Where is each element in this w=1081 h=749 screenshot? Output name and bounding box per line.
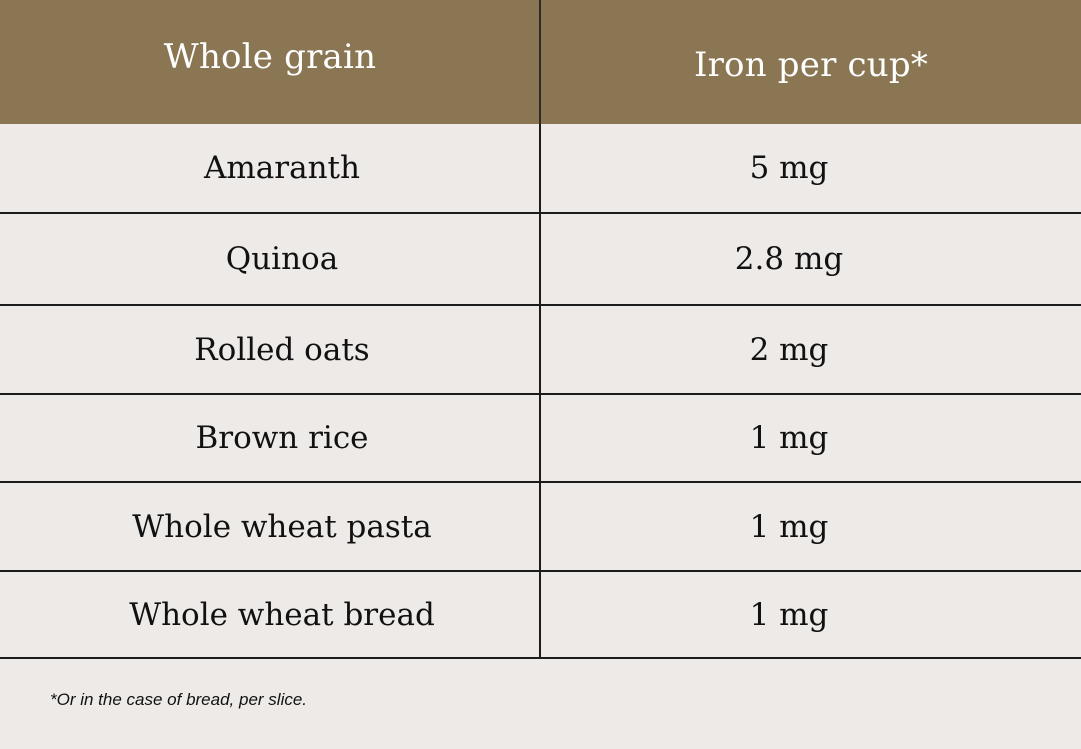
table-body: Amaranth 5 mg Quinoa 2.8 mg Rolled oats … <box>0 124 1081 659</box>
header-whole-grain: Whole grain <box>163 37 377 77</box>
grain-cell: Whole wheat pasta <box>132 508 432 545</box>
iron-cell: 5 mg <box>749 150 829 186</box>
iron-cell: 1 mg <box>749 420 829 456</box>
iron-table: Whole grain Iron per cup* Amaranth 5 mg … <box>0 0 1081 659</box>
table-row: Whole wheat bread 1 mg <box>0 572 1081 659</box>
table-row: Whole wheat pasta 1 mg <box>0 483 1081 572</box>
column-divider <box>539 124 541 657</box>
grain-cell: Rolled oats <box>194 331 370 368</box>
table-header: Whole grain Iron per cup* <box>0 0 1081 124</box>
iron-cell: 1 mg <box>749 596 829 633</box>
grain-cell: Brown rice <box>195 420 369 456</box>
header-iron-per-cup: Iron per cup* <box>693 45 929 85</box>
grain-cell: Quinoa <box>225 241 339 277</box>
iron-cell: 1 mg <box>749 508 829 545</box>
iron-cell: 2.8 mg <box>734 241 844 277</box>
footnote: *Or in the case of bread, per slice. <box>50 690 308 709</box>
grain-cell: Whole wheat bread <box>129 596 435 633</box>
iron-cell: 2 mg <box>749 331 829 368</box>
header-divider <box>539 0 541 124</box>
grain-cell: Amaranth <box>204 150 360 186</box>
